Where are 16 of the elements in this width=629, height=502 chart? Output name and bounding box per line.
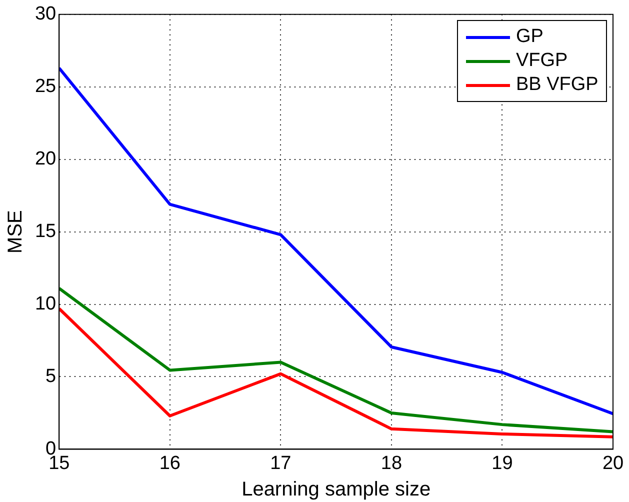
x-tick-label: 20 [602,452,624,474]
y-tick-label: 10 [34,294,56,314]
y-tick-label: 30 [34,4,56,25]
y-tick-label: 25 [34,76,56,98]
y-axis-title: MSE [4,210,27,254]
legend-label: GP [516,26,544,48]
y-tick-label: 20 [34,148,56,170]
legend-label: VFGP [516,50,568,72]
y-tick-label: 15 [34,221,56,242]
legend-label: BB VFGP [516,74,598,96]
x-tick-label: 16 [159,452,180,474]
y-tick-label: 5 [46,366,56,387]
x-axis-title: Learning sample size [242,478,431,501]
x-tick-label: 18 [380,452,402,474]
x-tick-label: 17 [270,452,292,474]
x-tick-label: 19 [492,452,513,474]
